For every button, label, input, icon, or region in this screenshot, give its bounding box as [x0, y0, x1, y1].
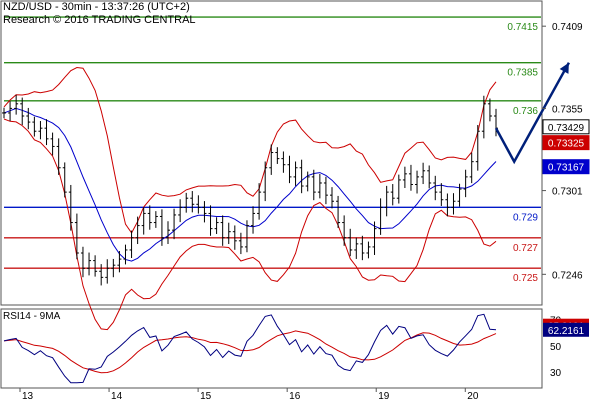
rsi-line [3, 313, 497, 384]
forecast-arrow-head [559, 62, 569, 74]
forecast-arrow-line [494, 62, 570, 165]
rsi-tick-label-50: 50 [550, 342, 562, 353]
x-tick-label-13: 13 [22, 391, 34, 400]
price-panel-frame [0, 0, 543, 306]
y-tick-label-0.7409: 0.7409 [552, 22, 583, 33]
chart-title: NZD/USD - 30min - 13:37:26 (UTC+2) [3, 1, 190, 13]
rsi-title: RSI14 - 9MA [3, 311, 61, 322]
rsi-tag-62.2161: 62.2161 [548, 326, 585, 337]
y-tick-label-0.7301: 0.7301 [552, 187, 583, 198]
rsi-ma-line [3, 330, 497, 374]
rsi-tick-label-30: 30 [550, 368, 562, 379]
x-tick-label-15: 15 [200, 391, 212, 400]
x-tick-label-20: 20 [467, 391, 479, 400]
band-upper-line [3, 66, 497, 234]
price-tag-0.73325: 0.73325 [548, 139, 585, 150]
chart-copyright: Research © 2016 TRADING CENTRAL [3, 14, 196, 26]
level-label-0.736: 0.736 [513, 106, 538, 117]
rsi-tag-box [543, 322, 589, 337]
level-label-0.7415: 0.7415 [507, 22, 538, 33]
price-tag-box [542, 159, 590, 175]
level-label-0.7385: 0.7385 [507, 68, 538, 79]
level-label-0.727: 0.727 [513, 243, 538, 254]
x-tick-label-16: 16 [289, 391, 301, 400]
level-label-0.729: 0.729 [513, 212, 538, 223]
y-tick-label-0.7355: 0.7355 [552, 104, 583, 115]
level-label-0.725: 0.725 [513, 273, 538, 284]
price-tag-0.73167: 0.73167 [548, 163, 585, 174]
moving-average-line [3, 107, 497, 262]
band-lower-line [3, 118, 497, 331]
price-tag-0.73429: 0.73429 [548, 123, 585, 134]
y-tick-label-0.7246: 0.7246 [552, 270, 583, 281]
price-tag-box [542, 119, 590, 135]
price-tag-box [542, 135, 590, 151]
x-tick-label-14: 14 [111, 391, 123, 400]
x-tick-label-19: 19 [378, 391, 390, 400]
